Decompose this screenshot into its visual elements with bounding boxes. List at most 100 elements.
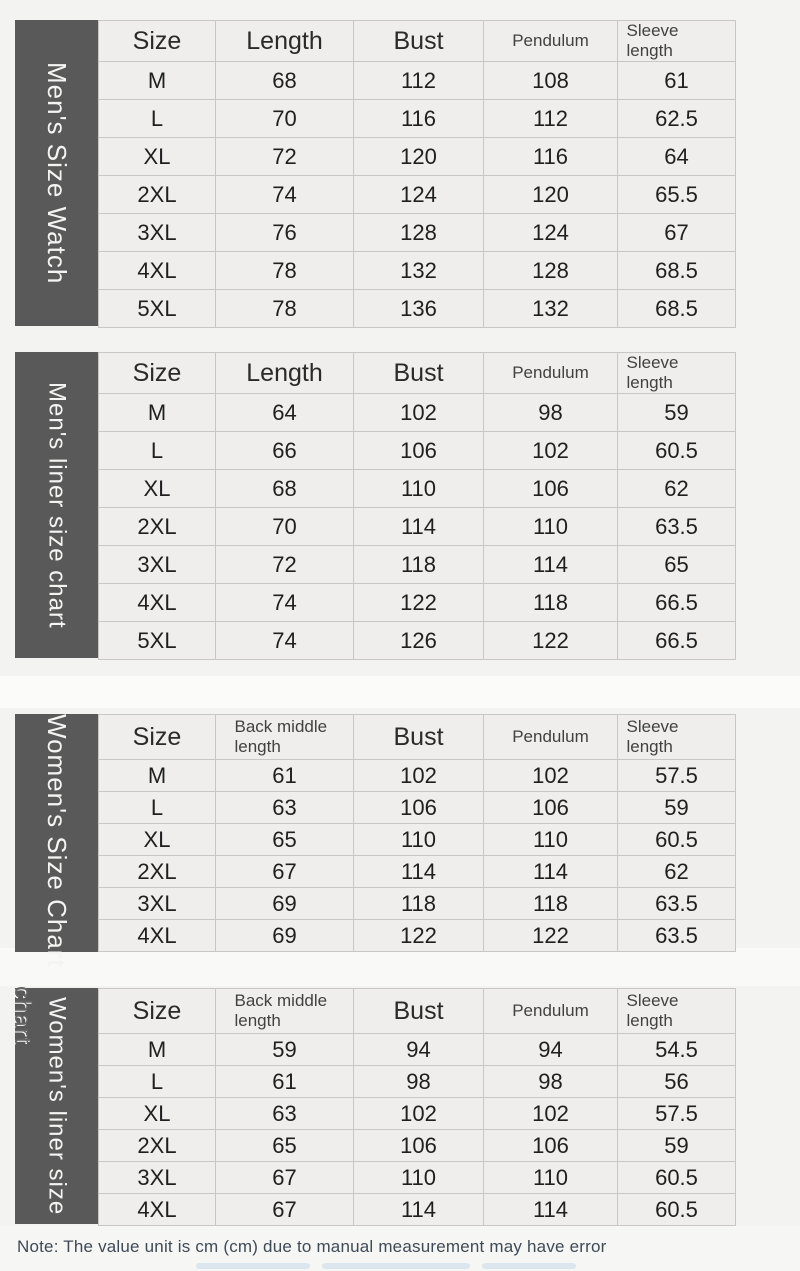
table-cell: 106 [353, 1129, 484, 1162]
table-cell: 118 [353, 545, 484, 584]
table-cell: 112 [353, 61, 484, 100]
table-cell: 60.5 [617, 431, 736, 470]
table-row: 4XL 69 122 122 63.5 [98, 919, 736, 952]
size-table-grid: Size Length Bust Pendulum Sleeve length M 68 11… [98, 20, 736, 328]
table-row: 3XL 69 118 118 63.5 [98, 887, 736, 920]
table-cell: 72 [215, 137, 354, 176]
table-cell: 124 [353, 175, 484, 214]
table-cell: 110 [353, 1161, 484, 1194]
table-cell: 63 [215, 1097, 354, 1130]
table-cell: 64 [617, 137, 736, 176]
header-row: Size Back middle length Bust Pendulum Sleeve… [98, 714, 736, 760]
table-cell: 2XL [98, 855, 216, 888]
column-header: Back middle length [215, 988, 354, 1034]
table-row: 3XL 67 110 110 60.5 [98, 1161, 736, 1194]
artifact-smudge [482, 1263, 576, 1269]
column-header: Sleeve length [617, 988, 736, 1034]
table-row: 4XL 78 132 128 68.5 [98, 251, 736, 290]
table-cell: 69 [215, 919, 354, 952]
table-cell: 122 [483, 919, 618, 952]
header-row: Size Length Bust Pendulum Sleeve length [98, 20, 736, 62]
table-cell: 132 [483, 289, 618, 328]
table-cell: XL [98, 1097, 216, 1130]
table-cell: 122 [483, 621, 618, 660]
column-header: Size [98, 988, 216, 1034]
table-cell: 66 [215, 431, 354, 470]
table-cell: 126 [353, 621, 484, 660]
table-cell: 106 [483, 1129, 618, 1162]
background-band [0, 1226, 800, 1271]
side-label-bar: Women's Size Chart [15, 714, 98, 968]
table-cell: 114 [353, 855, 484, 888]
table-cell: 108 [483, 61, 618, 100]
table-cell: 102 [483, 759, 618, 792]
table-cell: 102 [353, 759, 484, 792]
table-row: 2XL 67 114 114 62 [98, 855, 736, 888]
table-cell: 94 [353, 1033, 484, 1066]
column-header: Size [98, 20, 216, 62]
table-cell: 65 [215, 1129, 354, 1162]
table-row: 4XL 74 122 118 66.5 [98, 583, 736, 622]
table-cell: 114 [483, 855, 618, 888]
table-cell: 102 [483, 431, 618, 470]
table-cell: 56 [617, 1065, 736, 1098]
table-row: 5XL 74 126 122 66.5 [98, 621, 736, 660]
table-cell: 74 [215, 621, 354, 660]
table-cell: 60.5 [617, 823, 736, 856]
table-cell: 106 [483, 469, 618, 508]
table-cell: 114 [353, 507, 484, 546]
table-row: XL 72 120 116 64 [98, 137, 736, 176]
column-header: Pendulum [483, 352, 618, 394]
table-cell: L [98, 99, 216, 138]
table-cell: M [98, 61, 216, 100]
table-cell: 62.5 [617, 99, 736, 138]
table-cell: 72 [215, 545, 354, 584]
table-cell: 110 [353, 469, 484, 508]
womens-size-chart-section: Women's Size Chart Size Back middle lengt… [15, 714, 736, 968]
column-header: Bust [353, 352, 484, 394]
table-cell: 74 [215, 175, 354, 214]
table-cell: 61 [215, 759, 354, 792]
table-row: L 70 116 112 62.5 [98, 99, 736, 138]
table-cell: 68.5 [617, 289, 736, 328]
table-cell: L [98, 791, 216, 824]
table-title-vertical: Women's Size Chart [42, 714, 72, 968]
table-cell: 98 [483, 393, 618, 432]
table-cell: 94 [483, 1033, 618, 1066]
column-header: Back middle length [215, 714, 354, 760]
table-cell: 5XL [98, 289, 216, 328]
table-title-vertical: Men's Size Watch [42, 61, 72, 285]
background-band [0, 948, 800, 986]
table-cell: 98 [483, 1065, 618, 1098]
table-cell: 67 [617, 213, 736, 252]
table-cell: XL [98, 823, 216, 856]
table-cell: 3XL [98, 1161, 216, 1194]
side-label-bar: Men's liner size chart [15, 352, 98, 658]
size-table: Size Length Bust Pendulum Sleeve length M 64 10… [98, 352, 736, 660]
table-cell: 62 [617, 855, 736, 888]
table-cell: 136 [353, 289, 484, 328]
table-cell: 70 [215, 507, 354, 546]
table-cell: 66.5 [617, 621, 736, 660]
table-cell: 60.5 [617, 1193, 736, 1226]
table-cell: 59 [617, 1129, 736, 1162]
table-row: 3XL 76 128 124 67 [98, 213, 736, 252]
table-cell: 59 [215, 1033, 354, 1066]
table-cell: 65.5 [617, 175, 736, 214]
artifact-smudge [196, 1263, 310, 1269]
table-cell: 70 [215, 99, 354, 138]
table-cell: 114 [483, 1193, 618, 1226]
table-cell: M [98, 759, 216, 792]
womens-liner-size-section: Women's liner size chart Size Back middle… [9, 986, 736, 1226]
table-cell: 118 [483, 887, 618, 920]
table-cell: 67 [215, 855, 354, 888]
table-cell: 98 [353, 1065, 484, 1098]
table-cell: 78 [215, 251, 354, 290]
table-row: 5XL 78 136 132 68.5 [98, 289, 736, 328]
column-header: Sleeve length [617, 714, 736, 760]
table-cell: 66.5 [617, 583, 736, 622]
table-row: 3XL 72 118 114 65 [98, 545, 736, 584]
table-cell: 120 [353, 137, 484, 176]
size-table-grid: Size Back middle length Bust Pendulum Sleeve… [98, 714, 736, 952]
table-cell: 120 [483, 175, 618, 214]
